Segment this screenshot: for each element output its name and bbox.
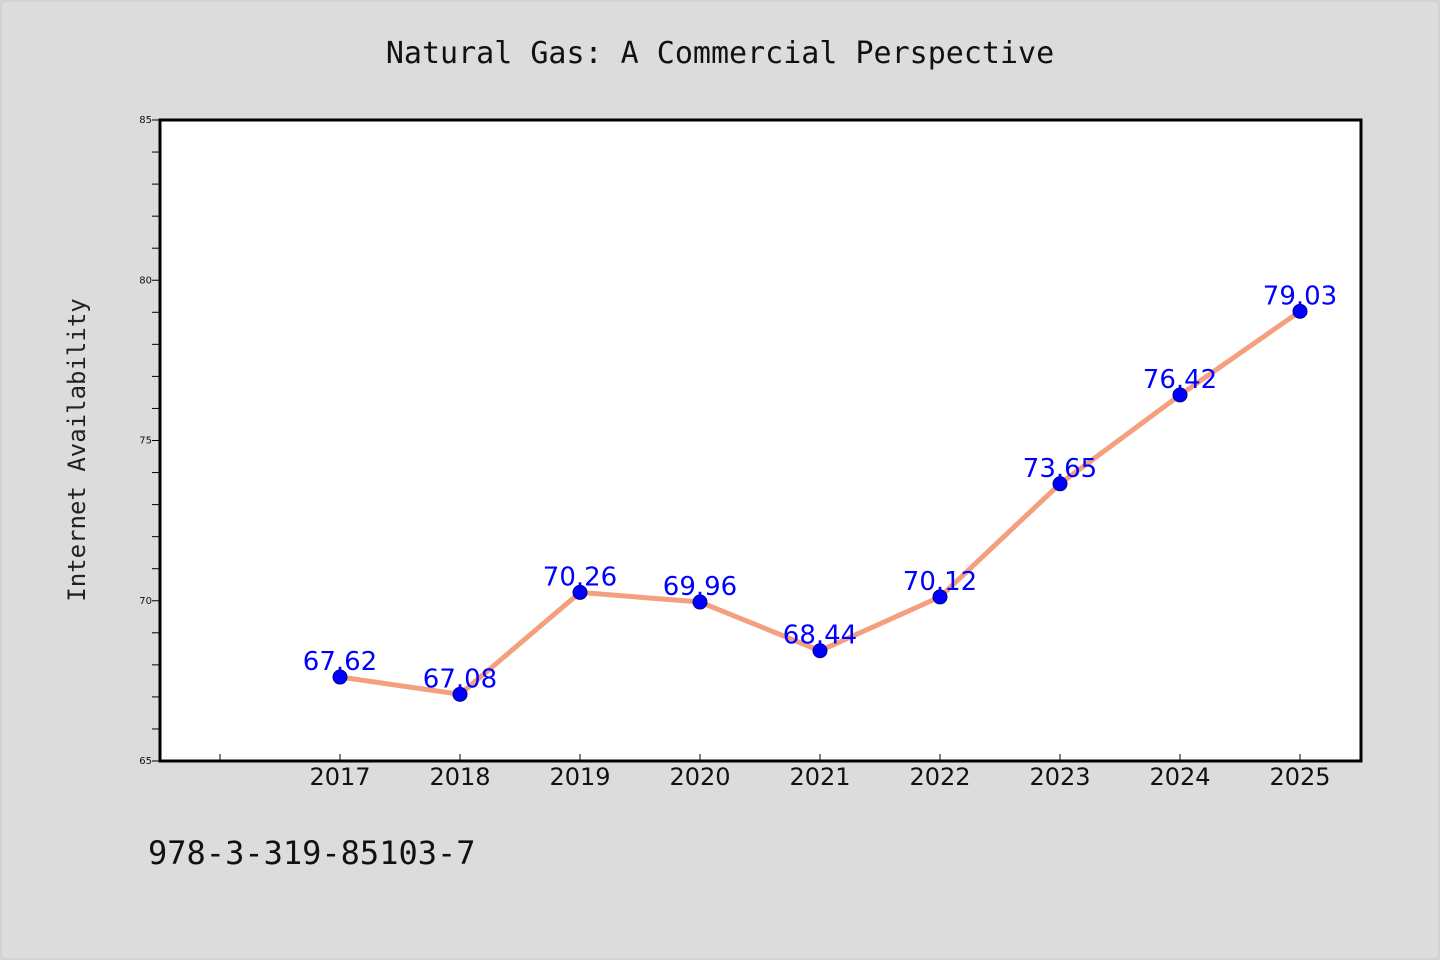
data-point-marker [452,686,468,702]
y-tick-label: 80 [139,275,152,286]
x-axis-ticks: 2017 2018 2019 2020 2021 2022 2023 2024 2025 [219,754,1331,791]
x-tick-label: 2021 [789,763,850,791]
series-markers [332,303,1308,702]
x-tick-label: 2020 [669,763,730,791]
plot-area [160,120,1361,761]
data-point-label: 67.08 [423,664,497,694]
data-point-marker [1172,387,1188,403]
y-axis-ticks: 65 70 75 80 85 [139,115,160,767]
data-labels: 67.62 67.08 70.26 69.96 68.44 70.12 73.65 76.42… [303,281,1337,694]
data-point-label: 68.44 [783,621,857,651]
y-tick-label: 75 [139,436,152,447]
plot-frame [158,118,1363,763]
data-point-marker [932,589,948,605]
data-point-marker [332,669,348,685]
x-tick-label: 2022 [909,763,970,791]
data-point-label: 69.96 [663,572,737,602]
data-point-marker [812,643,828,659]
y-tick-label: 70 [139,596,152,607]
data-point-marker [572,584,588,600]
y-tick-label: 65 [139,756,152,767]
data-point-marker [692,594,708,610]
data-point-label: 73.65 [1023,454,1097,484]
x-tick-label: 2018 [429,763,490,791]
data-point-label: 70.12 [903,567,977,597]
data-point-marker [1292,303,1308,319]
x-tick-label: 2024 [1149,763,1210,791]
data-point-label: 79.03 [1263,281,1337,311]
x-tick-label: 2025 [1269,763,1330,791]
y-axis-label: Internet Availability [63,298,91,601]
y-tick-label: 85 [139,115,152,126]
x-tick-label: 2019 [549,763,610,791]
x-tick-label: 2017 [309,763,370,791]
data-point-marker [1052,476,1068,492]
chart-title: Natural Gas: A Commercial Perspective [386,36,1054,71]
data-point-label: 67.62 [303,647,377,677]
x-tick-label: 2023 [1029,763,1090,791]
data-point-label: 70.26 [543,562,617,592]
data-point-label: 76.42 [1143,365,1217,395]
isbn-caption: 978-3-319-85103-7 [148,834,476,872]
